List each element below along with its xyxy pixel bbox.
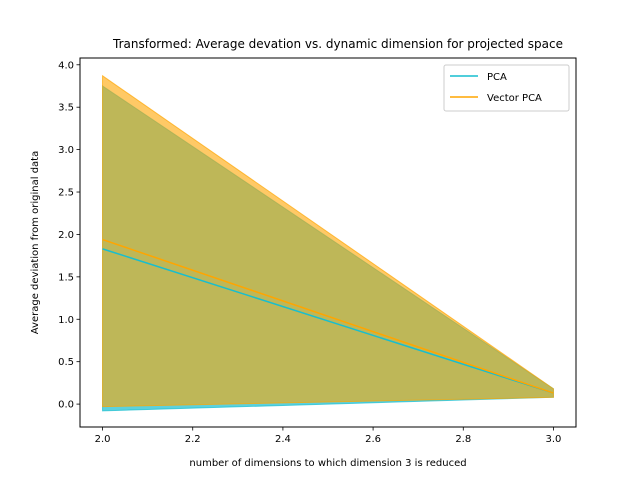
y-tick-label: 2.0 (58, 230, 74, 241)
legend: PCA Vector PCA (443, 64, 570, 112)
chart-title: Transformed: Average devation vs. dynami… (112, 37, 563, 51)
y-tick-label: 3.5 (58, 103, 74, 114)
y-tick-label: 0.0 (58, 400, 74, 411)
x-axis-label: number of dimensions to which dimension … (189, 458, 466, 469)
y-tick-label: 4.0 (58, 60, 74, 71)
y-axis-label: Average deviation from original data (30, 151, 41, 334)
x-tick-label: 2.6 (365, 434, 381, 445)
x-tick-label: 2.4 (275, 434, 291, 445)
confidence-bands (102, 74, 554, 412)
x-tick-label: 3.0 (546, 434, 562, 445)
y-tick-label: 0.5 (58, 357, 74, 368)
x-axis-ticks: 2.0 2.2 2.4 2.6 2.8 3.0 (95, 427, 562, 445)
x-tick-label: 2.0 (95, 434, 111, 445)
legend-label: Vector PCA (487, 93, 542, 104)
y-tick-label: 1.0 (58, 315, 74, 326)
series-lines (102, 238, 554, 394)
y-tick-label: 1.5 (58, 272, 74, 283)
x-tick-label: 2.2 (185, 434, 201, 445)
y-tick-label: 2.5 (58, 188, 74, 199)
y-tick-label: 3.0 (58, 145, 74, 156)
line-vector-pca (102, 238, 554, 394)
x-tick-label: 2.8 (455, 434, 471, 445)
line-pca (102, 248, 554, 394)
axes-frame (79, 57, 577, 428)
legend-label: PCA (487, 72, 507, 83)
band-vector-pca (102, 74, 554, 408)
y-axis-ticks: 0.0 0.5 1.0 1.5 2.0 2.5 3.0 3.5 4.0 (58, 60, 80, 411)
